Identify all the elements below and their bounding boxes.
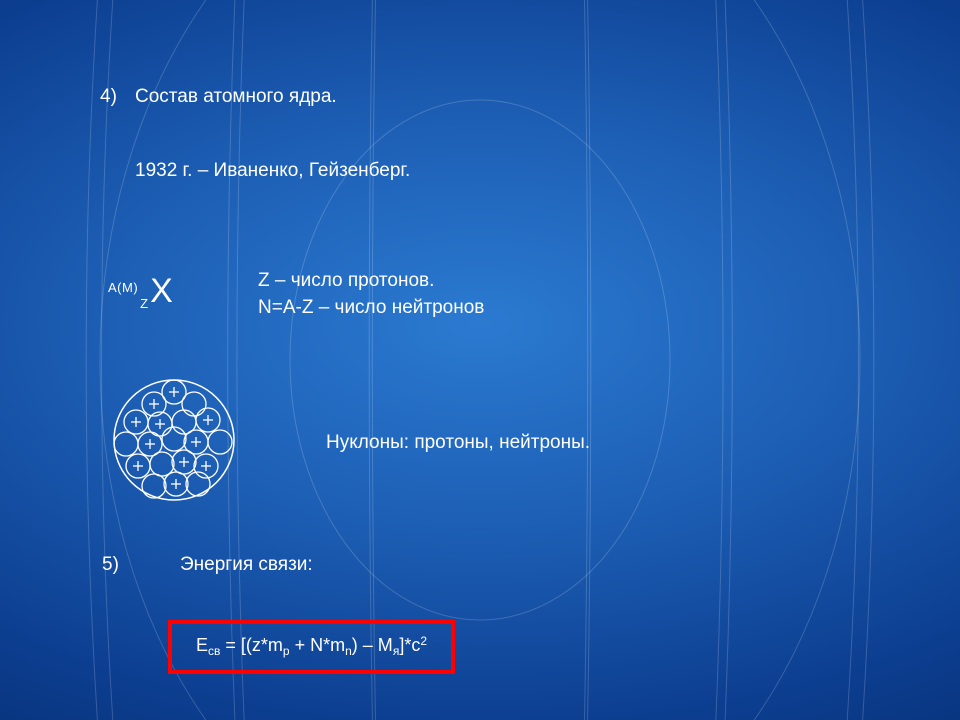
definition-n: N=A-Z – число нейтронов xyxy=(258,295,484,322)
notation-atomic-number: Z xyxy=(138,296,148,311)
section4-number: 4) xyxy=(100,86,117,108)
definition-z: Z – число протонов. xyxy=(258,268,484,295)
notation-mass-number: A(M) xyxy=(108,280,138,295)
nuclide-notation: A(M)ZX xyxy=(108,272,173,311)
formula-text: Eсв = [(z*mp + N*mn) – Mя]*c2 xyxy=(196,635,427,655)
section5-title: Энергия связи: xyxy=(180,554,313,576)
section4-title: Состав атомного ядра. xyxy=(135,86,337,108)
nucleus-diagram xyxy=(110,376,238,504)
binding-energy-formula-box: Eсв = [(z*mp + N*mn) – Mя]*c2 xyxy=(168,620,455,674)
slide-content: 4) Состав атомного ядра. 1932 г. – Иване… xyxy=(0,0,960,720)
nucleons-label: Нуклоны: протоны, нейтроны. xyxy=(326,432,590,454)
section4-subtitle: 1932 г. – Иваненко, Гейзенберг. xyxy=(135,160,410,182)
definitions-block: Z – число протонов. N=A-Z – число нейтро… xyxy=(258,268,484,321)
notation-element: X xyxy=(148,272,173,310)
section5-number: 5) xyxy=(102,554,119,576)
